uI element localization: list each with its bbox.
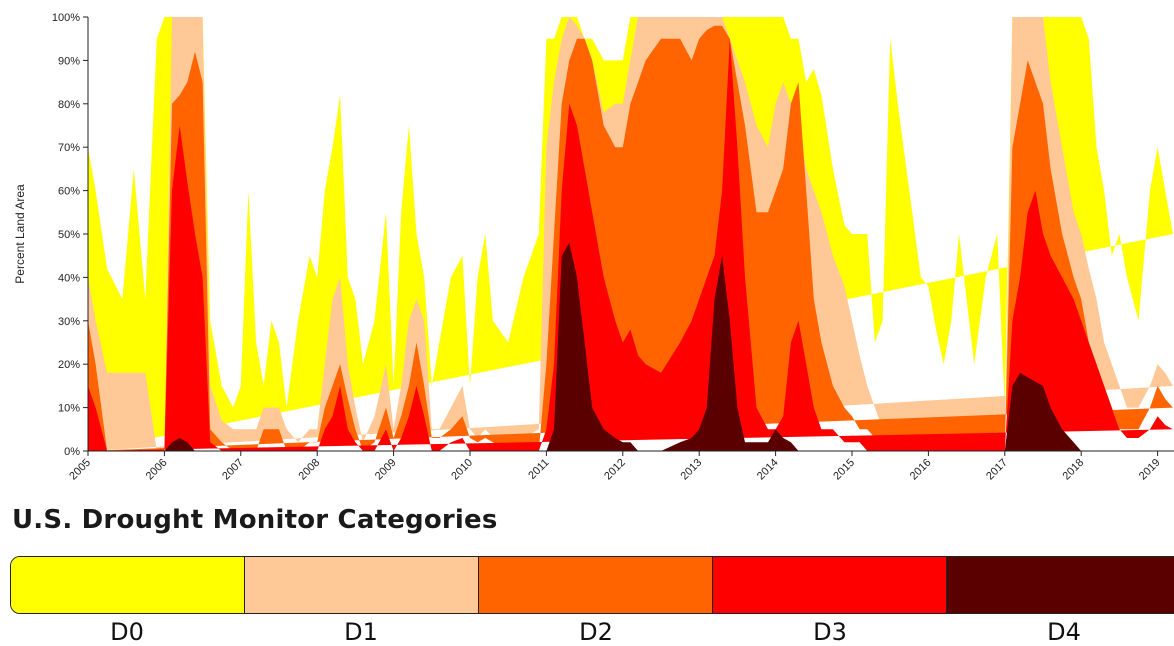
x-tick-label: 2019 (1137, 457, 1163, 483)
y-tick-label: 10% (58, 403, 80, 415)
y-tick-label: 0% (64, 446, 80, 458)
legend-label-d2: D2 (579, 618, 613, 646)
x-tick-label: 2011 (526, 457, 551, 482)
y-tick-label: 60% (58, 186, 80, 198)
x-tick-label: 2012 (602, 457, 628, 483)
x-tick-label: 2007 (220, 457, 246, 483)
y-tick-label: 40% (58, 272, 80, 284)
y-ticks: 0% 10% 20% 30% 40% 50% 60% 70% 80% 90% 100% (52, 12, 88, 458)
x-tick-label: 2018 (1061, 457, 1087, 483)
y-axis-title: Percent Land Area (13, 184, 27, 284)
legend-swatch-d2 (479, 557, 713, 613)
x-ticks: 2005 2006 2007 2008 2009 2010 2011 2012 2013 2014… (67, 451, 1163, 483)
legend-label-d1: D1 (344, 618, 378, 646)
y-tick-label: 30% (58, 316, 80, 328)
legend-bar (10, 556, 1174, 614)
legend-title: U.S. Drought Monitor Categories (12, 505, 498, 535)
y-tick-label: 80% (58, 99, 80, 111)
y-tick-label: 70% (58, 142, 80, 154)
legend-label-d3: D3 (813, 618, 847, 646)
x-tick-label: 2006 (144, 457, 170, 483)
legend-swatch-d0 (11, 557, 245, 613)
legend-swatch-d1 (245, 557, 479, 613)
y-tick-label: 100% (52, 12, 80, 24)
x-tick-label: 2017 (984, 457, 1010, 483)
series-areas (88, 17, 1173, 451)
legend-swatch-d4 (947, 557, 1174, 613)
x-tick-label: 2013 (679, 457, 705, 483)
y-tick-label: 90% (58, 55, 80, 67)
x-tick-label: 2014 (755, 457, 781, 483)
x-tick-label: 2010 (449, 457, 475, 483)
x-tick-label: 2016 (908, 457, 934, 483)
x-tick-label: 2015 (831, 457, 857, 483)
y-tick-label: 20% (58, 359, 80, 371)
drought-area-chart: 0%10%20%30%40%50%60%70%80%90%100% 2005 20… (13, 12, 1174, 483)
legend-label-d4: D4 (1047, 618, 1081, 646)
legend-swatch-d3 (713, 557, 947, 613)
x-tick-label: 2008 (297, 457, 323, 483)
series-area-d3 (88, 38, 1173, 451)
series-area-d2 (88, 25, 1173, 451)
x-tick-label: 2005 (67, 457, 93, 483)
legend-label-d0: D0 (110, 618, 144, 646)
y-tick-label: 50% (58, 229, 80, 241)
x-tick-label: 2009 (373, 457, 399, 483)
